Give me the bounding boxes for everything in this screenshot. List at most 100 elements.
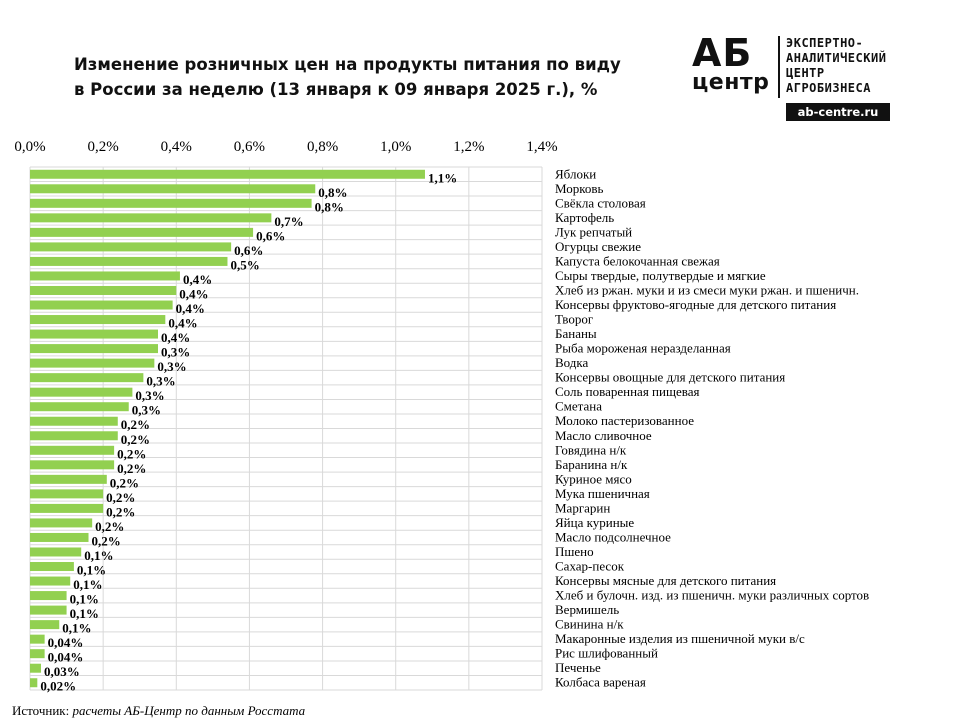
data-label: 0,3% bbox=[161, 345, 190, 360]
category-label: Лук репчатый bbox=[555, 224, 632, 239]
data-label: 0,2% bbox=[121, 417, 150, 432]
category-label: Говядина н/к bbox=[555, 442, 627, 457]
bar bbox=[30, 605, 67, 615]
data-label: 0,1% bbox=[62, 621, 91, 636]
bar bbox=[30, 358, 155, 368]
data-label: 0,2% bbox=[110, 475, 139, 490]
category-label: Соль поваренная пищевая bbox=[555, 384, 699, 399]
category-label: Масло подсолнечное bbox=[555, 529, 671, 544]
data-label: 0,1% bbox=[70, 592, 99, 607]
data-label: 0,3% bbox=[146, 374, 175, 389]
data-label: 0,4% bbox=[168, 316, 197, 331]
bar bbox=[30, 329, 158, 339]
category-label: Водка bbox=[555, 355, 589, 370]
category-label: Рыба мороженая неразделанная bbox=[555, 341, 731, 356]
data-label: 0,2% bbox=[117, 461, 146, 476]
data-label: 0,8% bbox=[315, 199, 344, 214]
bar bbox=[30, 503, 104, 513]
bar bbox=[30, 285, 177, 295]
bar bbox=[30, 445, 115, 455]
bar bbox=[30, 678, 38, 688]
source-note: Источник: расчеты АБ-Центр по данным Рос… bbox=[12, 703, 305, 719]
data-label: 0,4% bbox=[161, 330, 190, 345]
bar bbox=[30, 547, 82, 557]
category-label: Куриное мясо bbox=[555, 471, 632, 486]
logo-desc-line-2: АНАЛИТИЧЕСКИЙ bbox=[786, 51, 887, 65]
title-line-2: в России за неделю (13 января к 09 январ… bbox=[74, 80, 598, 99]
bar bbox=[30, 256, 228, 266]
data-label: 0,1% bbox=[77, 563, 106, 578]
title-line-1: Изменение розничных цен на продукты пита… bbox=[74, 55, 621, 74]
bar bbox=[30, 387, 133, 397]
logo-desc-line-3: ЦЕНТР bbox=[786, 66, 825, 80]
data-label: 0,2% bbox=[121, 432, 150, 447]
data-label: 0,3% bbox=[132, 403, 161, 418]
bar bbox=[30, 591, 67, 601]
bar bbox=[30, 416, 118, 426]
data-label: 0,04% bbox=[48, 650, 84, 665]
bar bbox=[30, 344, 158, 354]
category-label: Рис шлифованный bbox=[555, 646, 658, 661]
bar bbox=[30, 169, 425, 179]
category-label: Сметана bbox=[555, 399, 602, 414]
data-label: 0,4% bbox=[176, 301, 205, 316]
bar bbox=[30, 213, 272, 223]
logo-desc-line-4: АГРОБИЗНЕСА bbox=[786, 81, 871, 95]
bar bbox=[30, 198, 312, 208]
data-label: 0,3% bbox=[157, 359, 186, 374]
category-label: Морковь bbox=[555, 181, 604, 196]
x-tick-label: 1,4% bbox=[526, 139, 557, 155]
x-tick-label: 0,4% bbox=[161, 139, 192, 155]
data-label: 0,03% bbox=[44, 664, 80, 679]
x-tick-label: 0,2% bbox=[88, 139, 119, 155]
chart-title: Изменение розничных цен на продукты пита… bbox=[74, 52, 634, 102]
category-label: Творог bbox=[555, 312, 593, 327]
data-label: 0,2% bbox=[92, 533, 121, 548]
bar bbox=[30, 649, 45, 659]
data-label: 0,2% bbox=[95, 519, 124, 534]
category-label: Масло сливочное bbox=[555, 428, 652, 443]
category-label: Консервы фруктово-ягодные для детского п… bbox=[555, 297, 836, 312]
category-label: Пшено bbox=[555, 544, 594, 559]
bar bbox=[30, 518, 93, 528]
category-label: Картофель bbox=[555, 210, 614, 225]
logo-centr-text: центр bbox=[692, 70, 770, 95]
data-label: 0,4% bbox=[179, 286, 208, 301]
data-label: 0,04% bbox=[48, 635, 84, 650]
data-label: 1,1% bbox=[428, 170, 457, 185]
category-label: Молоко пастеризованное bbox=[555, 413, 694, 428]
category-label: Консервы овощные для детского питания bbox=[555, 370, 785, 385]
data-label: 0,02% bbox=[40, 679, 76, 694]
x-tick-label: 0,8% bbox=[307, 139, 338, 155]
category-label: Яблоки bbox=[555, 166, 596, 181]
category-label: Хлеб из ржан. муки и из смеси муки ржан.… bbox=[555, 282, 859, 297]
data-label: 0,2% bbox=[106, 490, 135, 505]
data-label: 0,7% bbox=[274, 214, 303, 229]
logo-ab-text: АБ bbox=[692, 31, 753, 75]
data-label: 0,8% bbox=[318, 185, 347, 200]
data-label: 0,1% bbox=[70, 606, 99, 621]
data-label: 0,6% bbox=[234, 243, 263, 258]
bar bbox=[30, 242, 232, 252]
data-label: 0,2% bbox=[117, 446, 146, 461]
category-label: Капуста белокочанная свежая bbox=[555, 253, 720, 268]
bar bbox=[30, 184, 316, 194]
category-label: Консервы мясные для детского питания bbox=[555, 573, 776, 588]
category-label: Вермишель bbox=[555, 602, 619, 617]
data-label: 0,5% bbox=[230, 257, 259, 272]
data-label: 0,1% bbox=[84, 548, 113, 563]
logo-mark: АБ центр bbox=[692, 34, 778, 94]
bar bbox=[30, 562, 74, 572]
x-tick-label: 1,2% bbox=[453, 139, 484, 155]
category-label: Бананы bbox=[555, 326, 597, 341]
logo-desc-line-1: ЭКСПЕРТНО- bbox=[786, 36, 864, 50]
category-label: Печенье bbox=[555, 660, 601, 675]
data-label: 0,4% bbox=[183, 272, 212, 287]
bar bbox=[30, 271, 180, 281]
bar bbox=[30, 474, 107, 484]
category-label: Сыры твердые, полутвердые и мягкие bbox=[555, 268, 766, 283]
bar bbox=[30, 431, 118, 441]
data-label: 0,2% bbox=[106, 504, 135, 519]
x-tick-label: 0,6% bbox=[234, 139, 265, 155]
